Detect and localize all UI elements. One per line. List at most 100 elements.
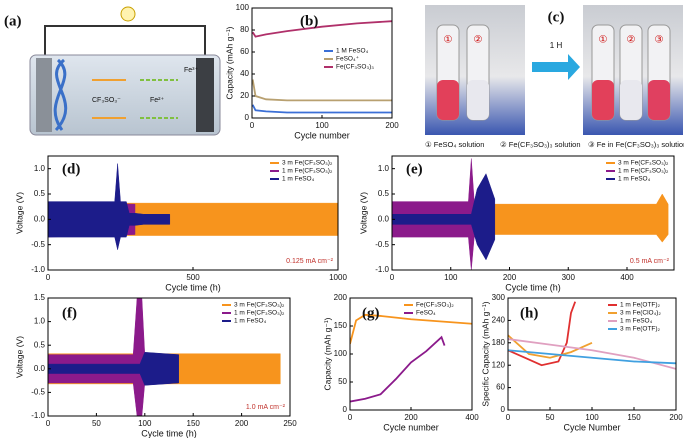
panel-label: (d)	[62, 161, 80, 177]
y-tick-label: 80	[240, 25, 249, 34]
y-tick-label: 50	[338, 377, 347, 386]
rate-label: 1.0 mA cm⁻²	[246, 404, 286, 411]
y-tick-label: -1.0	[375, 265, 389, 274]
caption: ② Fe(CF₃SO₃)₃ solution	[500, 140, 581, 149]
chart: 0 500 1000 -1.0 -0.5 0.0 0.5 1.0 Cycle time (h) V…	[14, 155, 347, 292]
legend-label: FeSO₄⁺	[336, 56, 360, 63]
rate-label: 0.125 mA cm⁻²	[286, 258, 334, 265]
frame	[47, 297, 291, 417]
legend-label: 1 m Fe(CF₃SO₃)₂	[234, 310, 285, 317]
legend-label: 1 m Fe(CF₃SO₃)₂	[618, 168, 669, 175]
x-tick-label: 0	[46, 273, 51, 282]
y-axis-label: Specific Capacity (mAh g⁻¹)	[480, 301, 490, 406]
x-tick-label: 50	[92, 419, 101, 428]
y-tick-label: 0.5	[34, 340, 46, 349]
ion-label: Fe²⁺	[150, 97, 165, 104]
y-tick-label: 100	[334, 349, 348, 358]
arrow-label: 1 H	[550, 41, 563, 50]
y-tick-label: 0.5	[378, 189, 390, 198]
legend-label: 1 M FeSO₄	[336, 48, 369, 55]
line	[252, 20, 392, 38]
y-tick-label: 240	[492, 316, 506, 325]
anode	[36, 58, 52, 132]
y-tick-label: 0	[501, 405, 506, 414]
voltage-band	[48, 163, 171, 250]
y-tick-label: 0.0	[378, 214, 390, 223]
x-axis-label: Cycle time (h)	[505, 282, 561, 292]
chart: 0 100 200 300 400 -1.0 -0.5 0.0 0.5 1.0 Cycle time…	[358, 155, 675, 292]
x-tick-label: 0	[506, 413, 511, 422]
x-tick-label: 100	[315, 121, 329, 130]
tube-label: ②	[474, 35, 483, 46]
cathode	[196, 58, 214, 132]
y-tick-label: -1.0	[31, 411, 45, 420]
x-tick-label: 200	[669, 413, 683, 422]
solution	[437, 80, 459, 120]
tube-label: ①	[444, 35, 453, 46]
legend-label: 3 m Fe(CF₃SO₃)₂	[234, 302, 285, 309]
y-tick-label: 200	[334, 293, 348, 302]
y-tick-label: 40	[240, 69, 249, 78]
line	[350, 313, 472, 345]
x-tick-label: 200	[404, 413, 418, 422]
legend-label: 3 m Fe(ClO₄)₂	[620, 310, 661, 317]
y-tick-label: 0.0	[34, 214, 46, 223]
x-tick-label: 150	[627, 413, 641, 422]
solution	[648, 80, 670, 120]
line	[508, 301, 577, 367]
chart: 0 50 100 150 200 250 -1.0 -0.5 0.0 0.5 1.0 1.5 Cycle…	[14, 293, 297, 438]
y-tick-label: 1.0	[34, 164, 46, 173]
panel-c: ① ② ① ② ③ 1 H (c) ① FeSO₄ solution ② Fe(…	[425, 5, 684, 149]
frame	[391, 155, 675, 271]
y-tick-label: 1.0	[34, 317, 46, 326]
x-tick-label: 150	[187, 419, 201, 428]
x-tick-label: 200	[235, 419, 249, 428]
x-tick-label: 100	[585, 413, 599, 422]
legend-label: FeSO₄	[416, 310, 436, 317]
x-tick-label: 50	[546, 413, 555, 422]
panel-label: (a)	[4, 13, 22, 29]
y-axis-label: Voltage (V)	[14, 336, 24, 378]
y-axis-label: Capacity (mAh g⁻¹)	[322, 317, 332, 390]
tube-label: ①	[599, 35, 608, 46]
x-tick-label: 100	[444, 273, 458, 282]
legend-label: Fe(CF₃SO₃)₂	[416, 302, 454, 309]
line	[252, 104, 392, 114]
legend-label: 1 m FeSO₄	[234, 318, 267, 325]
x-tick-label: 200	[503, 273, 517, 282]
y-tick-label: -0.5	[31, 388, 45, 397]
x-tick-label: 400	[465, 413, 479, 422]
y-tick-label: 1.0	[378, 164, 390, 173]
legend-label: 1 m Fe(OTF)₂	[620, 302, 661, 309]
y-tick-label: 20	[240, 91, 249, 100]
legend-label: Fe(CF₃SO₃)₃	[336, 64, 374, 71]
panel-label: (f)	[62, 305, 77, 321]
legend-label: 1 m Fe(CF₃SO₃)₂	[282, 168, 333, 175]
panel-label: (b)	[300, 13, 318, 29]
y-tick-label: 0.0	[34, 364, 46, 373]
y-tick-label: 0	[245, 113, 250, 122]
y-tick-label: -1.0	[31, 265, 45, 274]
y-axis-label: Voltage (V)	[14, 192, 24, 234]
plot-area	[48, 298, 281, 416]
panel-a: (a) CF₃SO₃⁻ Fe²⁺ Fe³⁺	[4, 6, 221, 136]
y-tick-label: 0.5	[34, 189, 46, 198]
arrow	[532, 54, 580, 80]
panel-label: (c)	[548, 9, 565, 25]
line	[350, 335, 446, 403]
y-axis-label: Voltage (V)	[358, 192, 368, 234]
solution	[620, 80, 642, 120]
plot-area	[252, 20, 392, 114]
plot-area	[350, 313, 472, 403]
line	[252, 79, 392, 102]
plot-area	[392, 158, 669, 270]
legend-label: 3 m Fe(OTF)₂	[620, 326, 661, 333]
plot-area	[48, 163, 338, 250]
panel-label: (e)	[406, 161, 423, 177]
y-tick-label: 150	[334, 321, 348, 330]
legend-label: 1 m FeSO₄	[618, 176, 651, 183]
